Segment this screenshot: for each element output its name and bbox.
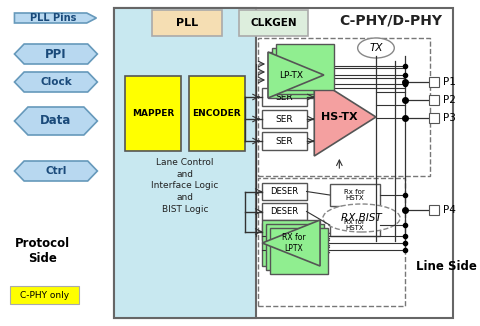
Bar	[258, 38, 430, 176]
Bar	[266, 224, 324, 270]
Bar	[125, 76, 181, 151]
Bar	[239, 10, 309, 36]
Bar	[258, 178, 405, 306]
Text: Lane Control
and
Interface Logic
and
BIST Logic: Lane Control and Interface Logic and BIS…	[151, 158, 219, 214]
Text: ENCODER: ENCODER	[192, 110, 241, 118]
Text: HS-TX: HS-TX	[321, 112, 358, 122]
Text: P1: P1	[444, 77, 456, 87]
Bar	[429, 113, 439, 123]
Bar	[272, 48, 330, 94]
Text: Data: Data	[40, 114, 72, 127]
Polygon shape	[14, 44, 97, 64]
Text: P4: P4	[444, 205, 456, 215]
Text: RX for
LPTX: RX for LPTX	[282, 233, 306, 253]
Text: P2: P2	[444, 95, 456, 105]
Bar	[152, 10, 222, 36]
Bar	[114, 8, 256, 318]
Text: Rx for
HSTX: Rx for HSTX	[344, 218, 365, 231]
Text: DESER: DESER	[270, 227, 299, 236]
Text: C-PHY only: C-PHY only	[20, 290, 69, 300]
Text: Line Side: Line Side	[416, 259, 477, 273]
Bar	[10, 286, 79, 304]
Bar	[262, 132, 307, 150]
Text: PLL: PLL	[176, 18, 198, 28]
Text: TX: TX	[369, 43, 383, 53]
Bar	[262, 183, 307, 200]
Text: LP-TX: LP-TX	[279, 70, 303, 80]
Text: SER: SER	[276, 114, 293, 124]
Text: SER: SER	[276, 137, 293, 145]
Bar	[262, 203, 307, 220]
Polygon shape	[268, 52, 324, 98]
Text: DESER: DESER	[270, 187, 299, 196]
Bar	[330, 214, 380, 236]
Text: SER: SER	[276, 93, 293, 101]
Text: Ctrl: Ctrl	[45, 166, 67, 176]
Text: PLL Pins: PLL Pins	[30, 13, 76, 23]
Bar	[268, 52, 326, 98]
Bar	[330, 184, 380, 206]
Polygon shape	[14, 107, 97, 135]
Text: C-PHY/D-PHY: C-PHY/D-PHY	[339, 14, 442, 28]
Bar	[262, 110, 307, 128]
Text: P3: P3	[444, 113, 456, 123]
Polygon shape	[314, 78, 376, 156]
Bar	[262, 88, 307, 106]
Text: DESER: DESER	[270, 207, 299, 216]
Bar	[270, 228, 328, 274]
Polygon shape	[14, 13, 96, 23]
Polygon shape	[14, 72, 97, 92]
Bar	[276, 44, 334, 90]
Bar	[262, 223, 307, 240]
Bar	[429, 77, 439, 87]
Text: Clock: Clock	[40, 77, 72, 87]
Bar	[114, 8, 453, 318]
Text: PPI: PPI	[45, 48, 67, 61]
Bar	[262, 220, 320, 266]
Ellipse shape	[358, 38, 394, 58]
Polygon shape	[14, 161, 97, 181]
Text: RX BIST: RX BIST	[341, 213, 382, 223]
Bar	[189, 76, 245, 151]
Text: CLKGEN: CLKGEN	[251, 18, 297, 28]
Ellipse shape	[323, 204, 400, 232]
Bar	[429, 205, 439, 215]
Text: MAPPER: MAPPER	[132, 110, 174, 118]
Polygon shape	[262, 220, 320, 266]
Text: Protocol
Side: Protocol Side	[15, 237, 70, 265]
Bar	[429, 95, 439, 105]
Text: Rx for
HSTX: Rx for HSTX	[344, 188, 365, 201]
